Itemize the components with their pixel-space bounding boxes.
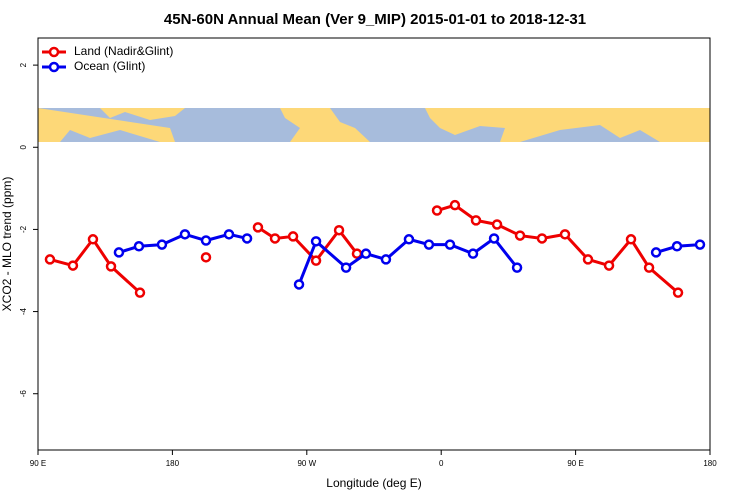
point <box>223 229 235 240</box>
land-shape <box>425 108 710 142</box>
point <box>360 248 372 259</box>
x-axis-label: Longitude (deg E) <box>326 476 421 490</box>
x-tick-label: 90 W <box>297 459 316 468</box>
point <box>582 254 594 265</box>
land-shape <box>38 108 185 142</box>
legend-marker <box>48 61 60 73</box>
legend-marker <box>48 46 60 58</box>
point <box>536 233 548 244</box>
point <box>310 236 322 247</box>
point <box>252 222 264 233</box>
point <box>87 234 99 245</box>
point <box>694 239 706 250</box>
point <box>650 247 662 258</box>
point <box>44 254 56 265</box>
point <box>423 239 435 250</box>
point <box>625 234 637 245</box>
x-tick-label: 180 <box>166 459 180 468</box>
point <box>488 233 500 244</box>
point <box>156 239 168 250</box>
x-tick-label: 0 <box>439 459 444 468</box>
point <box>671 241 683 252</box>
point <box>467 248 479 259</box>
land-shape <box>280 108 370 142</box>
point <box>310 255 322 266</box>
point <box>444 239 456 250</box>
point <box>287 231 299 242</box>
point <box>333 224 345 236</box>
point <box>603 260 615 271</box>
y-tick-label: 2 <box>19 62 28 67</box>
point <box>514 230 526 241</box>
x-tick-label: 90 E <box>567 459 583 468</box>
point <box>293 279 305 290</box>
point <box>200 252 212 263</box>
point <box>449 199 461 211</box>
point <box>200 235 212 246</box>
point <box>67 260 79 271</box>
point <box>559 229 571 240</box>
y-tick-label: -2 <box>19 225 28 233</box>
legend-label: Ocean (Glint) <box>74 59 145 73</box>
x-tick-label: 90 E <box>30 459 46 468</box>
point <box>643 262 655 273</box>
y-axis-label: XCO2 - MLO trend (ppm) <box>0 177 14 312</box>
y-tick-label: -4 <box>19 307 28 315</box>
point <box>340 262 352 273</box>
point <box>113 247 125 258</box>
plot-frame <box>37 37 711 451</box>
point <box>403 234 415 245</box>
point <box>179 229 191 240</box>
point <box>105 261 117 272</box>
y-tick-label: 0 <box>19 144 28 149</box>
point <box>134 287 146 298</box>
point <box>133 241 145 252</box>
chart-title: 45N-60N Annual Mean (Ver 9_MIP) 2015-01-… <box>164 11 586 28</box>
y-tick-label: -6 <box>19 390 28 398</box>
point <box>241 233 253 244</box>
point <box>470 215 482 226</box>
point <box>269 233 281 244</box>
point <box>491 219 503 230</box>
point <box>511 262 523 273</box>
point <box>672 287 684 298</box>
x-tick-label: 180 <box>703 459 717 468</box>
map-strip <box>38 108 710 142</box>
point <box>380 254 392 265</box>
point <box>431 205 443 216</box>
legend-label: Land (Nadir&Glint) <box>74 44 173 58</box>
